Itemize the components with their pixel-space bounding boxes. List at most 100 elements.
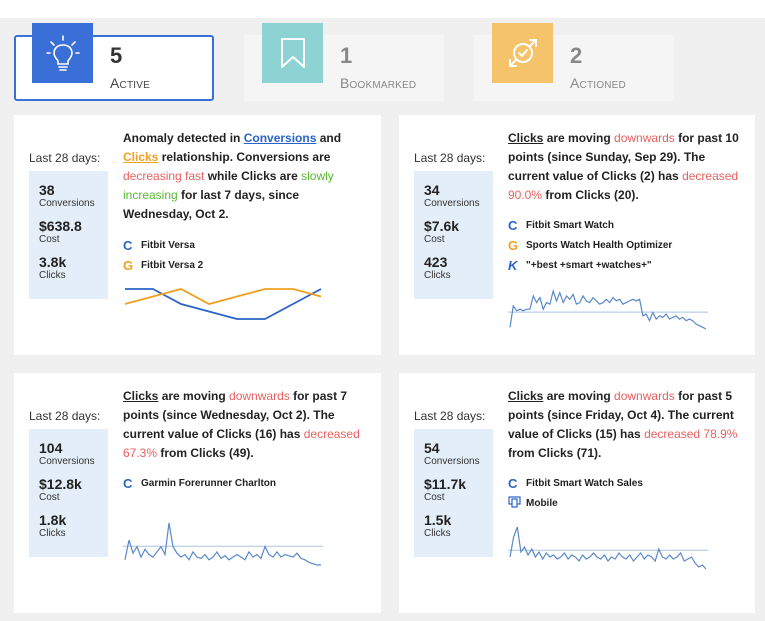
entity-name: Garmin Forerunner Charlton <box>141 477 277 489</box>
stat-label: Clicks <box>424 528 451 539</box>
sparkline-chart <box>508 289 708 330</box>
change-text: decreased 78.9% <box>644 427 738 441</box>
entity-item[interactable]: C Fitbit Smart Watch <box>508 215 672 235</box>
entity-item[interactable]: C Garmin Forerunner Charlton <box>123 473 276 493</box>
sparkline-series <box>509 289 707 330</box>
stat-label: Conversions <box>39 198 95 209</box>
desc-text: relationship. Conversions are <box>158 150 331 164</box>
desc-text: from Clicks (71). <box>508 446 602 460</box>
campaign-icon: C <box>508 217 518 233</box>
entity-item[interactable]: K "+best +smart +watches+" <box>508 255 672 275</box>
stat-value: 3.8k <box>39 254 67 270</box>
desc-text: and <box>316 131 342 145</box>
tab-actioned[interactable]: 2 Actioned <box>474 23 674 101</box>
trend-text: decreasing fast <box>123 169 205 183</box>
desc-text: are moving <box>543 389 615 403</box>
period-label: Last 28 days: <box>414 409 486 423</box>
metric-link-clicks[interactable]: Clicks <box>508 131 544 145</box>
entity-list: C Garmin Forerunner Charlton <box>123 473 276 493</box>
stat-label: Clicks <box>39 528 66 539</box>
direction-text: downwards <box>229 389 290 403</box>
tab-bookmarked[interactable]: 1 Bookmarked <box>244 23 444 101</box>
stat-label: Cost <box>39 234 60 245</box>
entity-item[interactable]: G Sports Watch Health Optimizer <box>508 235 672 255</box>
sparkline-series <box>124 288 322 305</box>
tab-active[interactable]: 5 Active <box>14 23 214 101</box>
stat-label: Cost <box>39 492 60 503</box>
insight-description: Clicks are moving downwards for past 7 p… <box>123 387 368 463</box>
stat-value: $11.7k <box>424 476 467 492</box>
campaign-icon: C <box>508 475 518 491</box>
period-label: Last 28 days: <box>414 151 486 165</box>
entity-name: Fitbit Smart Watch Sales <box>526 477 643 489</box>
entity-item[interactable]: Mobile <box>508 493 643 513</box>
entity-name: "+best +smart +watches+" <box>526 259 652 271</box>
entity-item[interactable]: C Fitbit Smart Watch Sales <box>508 473 643 493</box>
desc-text: for past 5 points (since Friday, Oct 4).… <box>508 389 734 441</box>
desc-text: for last 7 days, since Wednesday, Oct 2. <box>123 188 300 221</box>
tab-count: 1 <box>340 43 353 68</box>
metric-link-clicks[interactable]: Clicks <box>508 389 544 403</box>
entity-item[interactable]: G Fitbit Versa 2 <box>123 255 203 275</box>
stat-value: $7.6k <box>424 218 460 234</box>
insight-card[interactable]: Last 28 days: 104 Conversions $12.8k Cos… <box>14 373 381 613</box>
stat-value: 38 <box>39 182 55 198</box>
mobile-device-icon <box>508 495 526 511</box>
tab-count: 2 <box>570 43 583 68</box>
desc-text: from Clicks (49). <box>157 446 254 460</box>
desc-text: for past 10 points (since Sunday, Sep 29… <box>508 131 739 183</box>
stat-label: Clicks <box>39 270 66 281</box>
metric-link-conversions[interactable]: Conversions <box>243 131 317 145</box>
stat-value: 34 <box>424 182 440 198</box>
entity-name: Fitbit Smart Watch <box>526 219 614 231</box>
stat-value: $638.8 <box>39 218 82 234</box>
stat-label: Conversions <box>424 456 480 467</box>
tab-count: 5 <box>110 43 123 68</box>
sparkline-chart <box>124 288 322 320</box>
desc-text: are moving <box>543 131 615 145</box>
insight-card[interactable]: Last 28 days: 38 Conversions $638.8 Cost… <box>14 115 381 355</box>
entity-name: Mobile <box>526 497 558 509</box>
desc-text: while Clicks are <box>204 169 302 183</box>
stat-label: Conversions <box>39 456 95 467</box>
metric-link-clicks[interactable]: Clicks <box>123 389 159 403</box>
metric-link-clicks[interactable]: Clicks <box>123 150 159 164</box>
bookmark-icon <box>262 23 323 83</box>
change-text: decreased 90.0% <box>508 169 739 202</box>
entity-item[interactable]: C Fitbit Versa <box>123 235 203 255</box>
desc-text: Anomaly detected in <box>123 131 244 145</box>
sparkline-chart <box>508 526 708 570</box>
entity-list: C Fitbit Smart Watch G Sports Watch Health… <box>508 215 672 275</box>
insight-description: Clicks are moving downwards for past 5 p… <box>508 387 743 463</box>
change-text: decreased 67.3% <box>123 427 360 460</box>
entity-list: C Fitbit Versa G Fitbit Versa 2 <box>123 235 203 275</box>
period-label: Last 28 days: <box>29 409 101 423</box>
desc-text: are moving <box>158 389 230 403</box>
campaign-icon: C <box>123 475 133 491</box>
insight-card[interactable]: Last 28 days: 54 Conversions $11.7k Cost… <box>399 373 755 613</box>
tab-label: Bookmarked <box>340 75 417 91</box>
stat-value: 104 <box>39 440 63 456</box>
insight-description: Clicks are moving downwards for past 10 … <box>508 129 743 205</box>
top-bar <box>0 0 765 18</box>
tab-label: Actioned <box>570 75 626 91</box>
stat-value: 1.5k <box>424 512 452 528</box>
sparkline-series <box>509 526 707 570</box>
stats-box: 54 Conversions $11.7k Cost 1.5k Clicks <box>414 429 493 557</box>
trend-text: slowly increasing <box>123 169 334 202</box>
desc-text: for past 7 points (since Wednesday, Oct … <box>123 389 348 441</box>
ad-group-icon: G <box>123 257 134 273</box>
stat-label: Cost <box>424 234 445 245</box>
sparkline-series <box>125 288 322 320</box>
sparkline-series <box>124 522 321 566</box>
stats-box: 104 Conversions $12.8k Cost 1.8k Clicks <box>29 429 108 557</box>
period-label: Last 28 days: <box>29 151 101 165</box>
stat-value: 54 <box>424 440 440 456</box>
stats-box: 34 Conversions $7.6k Cost 423 Clicks <box>414 171 493 299</box>
stat-value: 1.8k <box>39 512 67 528</box>
insight-card[interactable]: Last 28 days: 34 Conversions $7.6k Cost … <box>399 115 755 355</box>
entity-name: Fitbit Versa 2 <box>141 259 204 271</box>
desc-text: from Clicks (20). <box>542 188 639 202</box>
action-icon <box>492 23 553 83</box>
entity-name: Fitbit Versa <box>141 239 195 251</box>
